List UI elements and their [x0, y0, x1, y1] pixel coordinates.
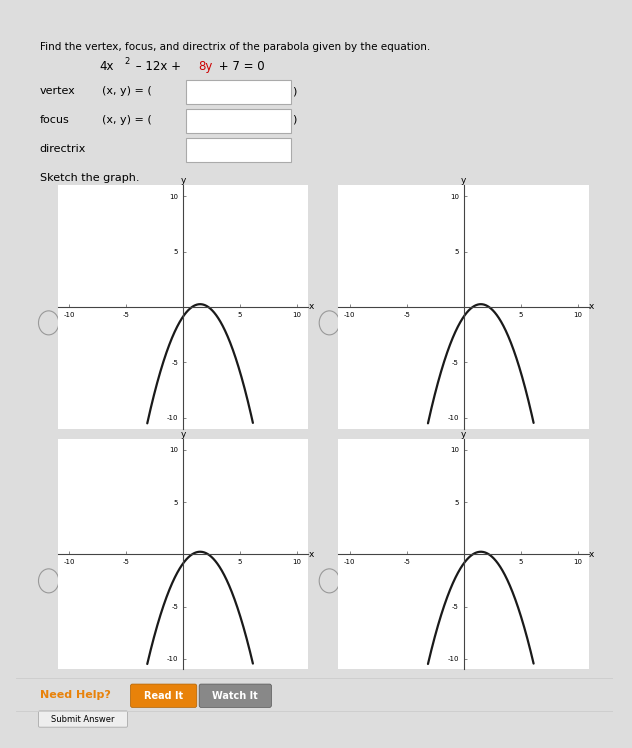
Text: ): ): [292, 115, 296, 125]
FancyBboxPatch shape: [130, 684, 197, 708]
FancyBboxPatch shape: [199, 684, 271, 708]
Text: y: y: [180, 431, 186, 440]
Text: y: y: [461, 176, 466, 185]
Text: – 12x +: – 12x +: [131, 60, 185, 73]
Text: y: y: [461, 431, 466, 440]
Text: directrix: directrix: [40, 144, 86, 154]
Text: x: x: [589, 302, 595, 311]
Text: x: x: [308, 550, 314, 559]
Text: 2: 2: [125, 57, 130, 66]
Text: x: x: [308, 302, 314, 311]
FancyBboxPatch shape: [186, 109, 291, 132]
Text: 8y: 8y: [198, 60, 212, 73]
Text: Sketch the graph.: Sketch the graph.: [40, 173, 139, 183]
FancyBboxPatch shape: [39, 711, 128, 727]
Text: 4x: 4x: [99, 60, 114, 73]
Text: y: y: [180, 176, 186, 185]
Text: Watch It: Watch It: [212, 690, 258, 701]
Text: x: x: [589, 550, 595, 559]
Text: + 7 = 0: + 7 = 0: [215, 60, 264, 73]
Text: Need Help?: Need Help?: [40, 690, 111, 700]
Text: ): ): [292, 86, 296, 96]
Text: Submit Answer: Submit Answer: [51, 714, 115, 723]
Text: Read It: Read It: [144, 690, 183, 701]
Text: vertex: vertex: [40, 86, 75, 96]
Text: focus: focus: [40, 115, 70, 125]
FancyBboxPatch shape: [186, 138, 291, 162]
FancyBboxPatch shape: [186, 80, 291, 104]
Text: (x, y) = (: (x, y) = (: [102, 115, 152, 125]
Text: Find the vertex, focus, and directrix of the parabola given by the equation.: Find the vertex, focus, and directrix of…: [40, 42, 430, 52]
Text: (x, y) = (: (x, y) = (: [102, 86, 152, 96]
